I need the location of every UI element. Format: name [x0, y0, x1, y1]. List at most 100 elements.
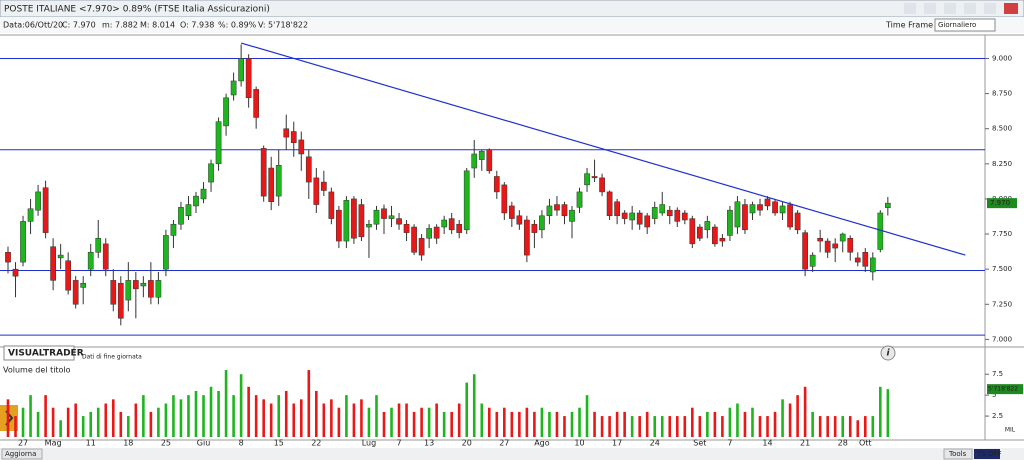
volume-bar — [232, 395, 235, 437]
volume-bar — [691, 407, 694, 437]
candle-body — [614, 201, 620, 217]
x-tick-label: Set — [693, 439, 706, 448]
volume-bar — [788, 403, 792, 437]
last-volume-label: 5'718'822 — [988, 386, 1018, 393]
tool-button[interactable] — [924, 3, 936, 14]
volume-bar — [44, 395, 47, 437]
volume-bar — [818, 416, 822, 437]
update-button[interactable] — [1, 448, 43, 460]
volume-bar — [299, 399, 303, 437]
brand-note: Dati di fine giornata — [82, 354, 142, 361]
candle-body — [734, 201, 741, 228]
volume-bar — [382, 411, 386, 437]
volume-bar — [540, 407, 544, 437]
volume-bar — [796, 395, 799, 437]
candle-body — [238, 58, 244, 82]
tool-button[interactable] — [904, 3, 916, 14]
volume-bar — [29, 395, 32, 437]
candle-body — [426, 228, 432, 239]
candle-body — [569, 209, 575, 222]
y-tick-label: 8.250 — [992, 160, 1012, 168]
info-close: C: 7.970 — [62, 21, 96, 30]
candle-body — [802, 232, 808, 270]
candle-body — [223, 97, 229, 127]
x-tick-label: 20 — [462, 439, 472, 448]
maximize-button[interactable] — [984, 3, 996, 14]
candle-body — [441, 219, 448, 228]
volume-bar — [104, 403, 108, 437]
x-tick-label: 28 — [838, 439, 848, 448]
volume-bar — [96, 407, 100, 437]
candle-body — [884, 202, 891, 208]
x-tick-label: 10 — [574, 439, 584, 448]
candle-body — [358, 204, 365, 238]
candle-body — [471, 153, 478, 169]
volume-bar — [224, 370, 228, 437]
volume-bar — [465, 382, 469, 437]
candle-body — [12, 268, 19, 277]
volume-bar — [698, 416, 702, 437]
volume-bar — [653, 416, 657, 437]
volume-bar — [66, 407, 70, 437]
tool-button[interactable] — [944, 3, 956, 14]
candle-body — [486, 149, 493, 172]
x-tick-label: Mag — [45, 439, 62, 448]
volume-bar — [660, 416, 664, 437]
candle-body — [253, 89, 260, 118]
window-title: POSTE ITALIANE <7.970> 0.89% (FTSE Itali… — [4, 5, 270, 15]
candle-body — [606, 191, 613, 217]
candle-body — [148, 280, 154, 298]
volume-bar — [262, 399, 265, 437]
tools-button[interactable] — [943, 448, 973, 460]
window-buttons[interactable] — [904, 3, 1018, 14]
volume-bar — [89, 411, 93, 437]
info-pct: %: 0.89% — [218, 21, 257, 30]
period-select[interactable] — [934, 18, 996, 32]
time-frame-label: Time Frame — [885, 21, 933, 30]
volume-bar — [179, 399, 183, 437]
y-tick-label: 8.500 — [992, 125, 1012, 133]
info-open: O: 7.938 — [180, 21, 214, 30]
info-min: m: 7.882 — [102, 21, 138, 30]
candle-body — [200, 188, 207, 200]
candle-body — [463, 170, 470, 231]
candle-body — [674, 209, 681, 222]
volume-bar — [315, 390, 318, 437]
volume-bar — [645, 411, 649, 437]
volume-tick-label: 2.5 — [992, 412, 1003, 420]
volume-bar — [36, 411, 40, 437]
candle-body — [742, 204, 748, 231]
volume-bar — [811, 411, 814, 437]
volume-bar — [14, 416, 17, 437]
volume-bar — [533, 411, 536, 437]
candle-body — [87, 252, 94, 270]
candle-body — [644, 215, 651, 228]
volume-bar — [59, 420, 62, 437]
candle-body — [418, 238, 425, 256]
candle-body — [366, 223, 372, 228]
candle-body — [696, 226, 703, 239]
volume-bar — [51, 407, 55, 437]
volume-bar — [683, 416, 687, 437]
close-button[interactable] — [1004, 3, 1018, 14]
minimize-button[interactable] — [964, 3, 976, 14]
last-close-label: 7.970 — [990, 199, 1010, 207]
candle-body — [396, 218, 402, 225]
candle-body — [132, 280, 139, 290]
tools-label: Tools — [948, 450, 967, 458]
info-icon[interactable] — [880, 345, 896, 361]
x-tick-label: 25 — [161, 439, 171, 448]
ts-button[interactable] — [974, 449, 1000, 459]
candle-body — [832, 243, 839, 249]
volume-bar — [578, 407, 581, 437]
volume-bar — [307, 370, 311, 437]
candle-body — [516, 215, 523, 225]
candle-body — [824, 240, 831, 253]
volume-bar — [202, 395, 205, 437]
volume-bar — [149, 411, 153, 437]
candle-body — [403, 223, 410, 233]
candle-body — [275, 164, 282, 197]
volume-bar — [164, 403, 168, 437]
volume-bar — [856, 420, 860, 437]
